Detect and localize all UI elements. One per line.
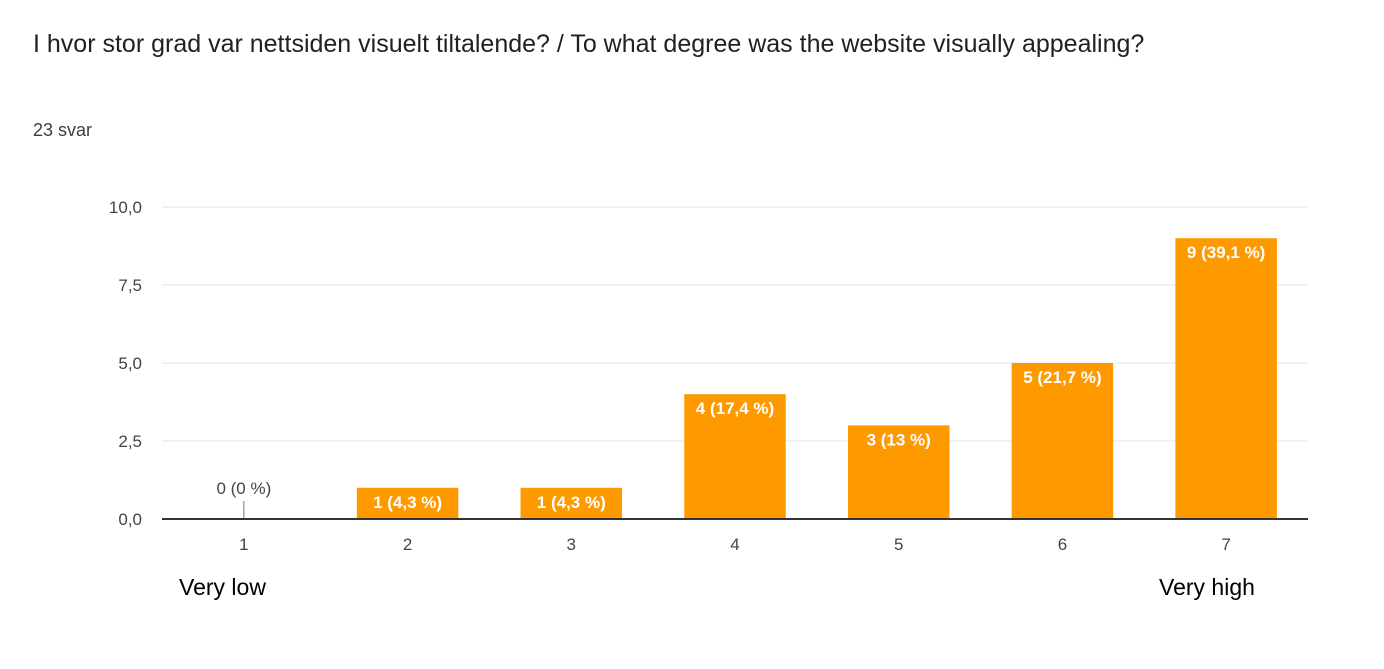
y-tick-label: 5,0 <box>118 354 142 373</box>
data-label: 3 (13 %) <box>867 430 931 449</box>
x-tick-label: 4 <box>730 535 739 554</box>
scale-high-label: Very high <box>1159 574 1255 600</box>
data-label: 5 (21,7 %) <box>1023 368 1101 387</box>
bars <box>243 238 1277 519</box>
x-tick-label: 2 <box>403 535 412 554</box>
x-tick-label: 6 <box>1058 535 1067 554</box>
question-title: I hvor stor grad var nettsiden visuelt t… <box>33 30 1145 58</box>
bar-3 <box>520 487 623 519</box>
scale-low-label: Very low <box>179 574 266 600</box>
y-tick-label: 7,5 <box>118 276 142 295</box>
response-count: 23 svar <box>33 120 93 140</box>
bar-5 <box>847 425 950 519</box>
data-label: 1 (4,3 %) <box>373 493 442 512</box>
y-tick-label: 2,5 <box>118 432 142 451</box>
y-axis-ticks: 0,0 2,5 5,0 7,5 10,0 <box>109 198 142 529</box>
data-label: 0 (0 %) <box>216 479 271 498</box>
data-labels: 0 (0 %) 1 (4,3 %) 1 (4,3 %) 4 (17,4 %) 3 (13… <box>216 243 1265 512</box>
data-label: 9 (39,1 %) <box>1187 243 1265 262</box>
bar-6 <box>1011 363 1114 519</box>
x-axis-ticks: 1 2 3 4 5 6 7 <box>239 535 1231 554</box>
bar-2 <box>356 487 459 519</box>
x-tick-label: 3 <box>567 535 576 554</box>
data-label: 4 (17,4 %) <box>696 399 774 418</box>
x-tick-label: 7 <box>1221 535 1230 554</box>
y-tick-label: 0,0 <box>118 510 142 529</box>
bar-4 <box>684 394 786 519</box>
x-tick-label: 5 <box>894 535 903 554</box>
x-tick-label: 1 <box>239 535 248 554</box>
y-tick-label: 10,0 <box>109 198 142 217</box>
data-label: 1 (4,3 %) <box>537 493 606 512</box>
bar-7 <box>1175 238 1277 519</box>
